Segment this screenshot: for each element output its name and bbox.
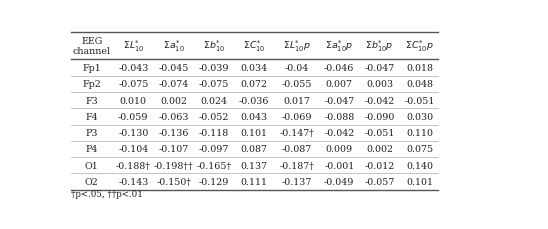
Text: O2: O2 (85, 177, 99, 186)
Text: 0.002: 0.002 (366, 145, 393, 154)
Text: -0.042: -0.042 (364, 96, 395, 105)
Text: -0.047: -0.047 (324, 96, 355, 105)
Text: -0.075: -0.075 (199, 80, 229, 89)
Text: 0.137: 0.137 (241, 161, 268, 170)
Text: -0.187†: -0.187† (279, 161, 314, 170)
Text: -0.001: -0.001 (324, 161, 355, 170)
Text: P4: P4 (85, 145, 98, 154)
Text: -0.107: -0.107 (158, 145, 189, 154)
Text: Fp1: Fp1 (83, 64, 101, 73)
Text: †p<.05, ††p<.01: †p<.05, ††p<.01 (71, 190, 142, 199)
Text: -0.069: -0.069 (282, 112, 312, 121)
Text: -0.059: -0.059 (118, 112, 149, 121)
Text: -0.165†: -0.165† (196, 161, 231, 170)
Text: -0.118: -0.118 (199, 129, 229, 138)
Text: $\Sigma L^{*}_{10}p$: $\Sigma L^{*}_{10}p$ (283, 39, 311, 54)
Text: 0.018: 0.018 (407, 64, 433, 73)
Text: F4: F4 (85, 112, 98, 121)
Text: 0.009: 0.009 (326, 145, 353, 154)
Text: 0.034: 0.034 (241, 64, 268, 73)
Text: -0.074: -0.074 (158, 80, 189, 89)
Text: Fp2: Fp2 (83, 80, 101, 89)
Text: $\Sigma C^{*}_{10}$: $\Sigma C^{*}_{10}$ (243, 39, 266, 54)
Text: 0.087: 0.087 (241, 145, 268, 154)
Text: -0.046: -0.046 (324, 64, 355, 73)
Text: -0.130: -0.130 (118, 129, 149, 138)
Text: -0.137: -0.137 (282, 177, 312, 186)
Text: -0.051: -0.051 (405, 96, 435, 105)
Text: -0.045: -0.045 (158, 64, 189, 73)
Text: O1: O1 (85, 161, 99, 170)
Text: -0.049: -0.049 (324, 177, 355, 186)
Text: -0.198††: -0.198†† (154, 161, 193, 170)
Text: -0.129: -0.129 (199, 177, 229, 186)
Text: -0.052: -0.052 (199, 112, 229, 121)
Text: -0.042: -0.042 (324, 129, 355, 138)
Text: 0.003: 0.003 (366, 80, 393, 89)
Text: 0.024: 0.024 (201, 96, 227, 105)
Text: 0.110: 0.110 (407, 129, 433, 138)
Text: $\Sigma L^{*}_{10}$: $\Sigma L^{*}_{10}$ (123, 39, 144, 54)
Text: -0.036: -0.036 (239, 96, 270, 105)
Text: -0.055: -0.055 (282, 80, 312, 89)
Text: -0.090: -0.090 (364, 112, 395, 121)
Text: -0.057: -0.057 (364, 177, 395, 186)
Text: $\Sigma C^{*}_{10}p$: $\Sigma C^{*}_{10}p$ (406, 39, 435, 54)
Text: -0.188†: -0.188† (116, 161, 151, 170)
Text: -0.104: -0.104 (118, 145, 149, 154)
Text: -0.143: -0.143 (118, 177, 149, 186)
Text: $\Sigma b^{*}_{10}p$: $\Sigma b^{*}_{10}p$ (366, 39, 394, 54)
Text: -0.097: -0.097 (199, 145, 229, 154)
Text: 0.101: 0.101 (407, 177, 433, 186)
Text: 0.007: 0.007 (326, 80, 353, 89)
Text: $\Sigma a^{*}_{10}p$: $\Sigma a^{*}_{10}p$ (325, 39, 353, 54)
Text: -0.087: -0.087 (282, 145, 312, 154)
Text: -0.088: -0.088 (324, 112, 355, 121)
Text: -0.051: -0.051 (364, 129, 395, 138)
Text: 0.072: 0.072 (241, 80, 268, 89)
Text: -0.150†: -0.150† (156, 177, 191, 186)
Text: 0.140: 0.140 (407, 161, 433, 170)
Text: P3: P3 (85, 129, 98, 138)
Text: 0.075: 0.075 (407, 145, 433, 154)
Text: -0.039: -0.039 (199, 64, 229, 73)
Text: 0.017: 0.017 (283, 96, 310, 105)
Text: -0.04: -0.04 (284, 64, 309, 73)
Text: $\Sigma b^{*}_{10}$: $\Sigma b^{*}_{10}$ (203, 39, 225, 54)
Text: 0.043: 0.043 (241, 112, 268, 121)
Text: 0.030: 0.030 (407, 112, 433, 121)
Text: 0.111: 0.111 (241, 177, 268, 186)
Text: 0.002: 0.002 (160, 96, 187, 105)
Text: 0.101: 0.101 (241, 129, 268, 138)
Text: EEG
channel: EEG channel (73, 37, 111, 56)
Text: -0.075: -0.075 (118, 80, 149, 89)
Text: F3: F3 (85, 96, 98, 105)
Text: -0.063: -0.063 (158, 112, 189, 121)
Text: -0.147†: -0.147† (279, 129, 314, 138)
Text: $\Sigma a^{*}_{10}$: $\Sigma a^{*}_{10}$ (163, 39, 185, 54)
Text: 0.048: 0.048 (407, 80, 433, 89)
Text: 0.010: 0.010 (120, 96, 147, 105)
Text: -0.047: -0.047 (364, 64, 395, 73)
Text: -0.043: -0.043 (118, 64, 149, 73)
Text: -0.012: -0.012 (364, 161, 395, 170)
Text: -0.136: -0.136 (158, 129, 189, 138)
